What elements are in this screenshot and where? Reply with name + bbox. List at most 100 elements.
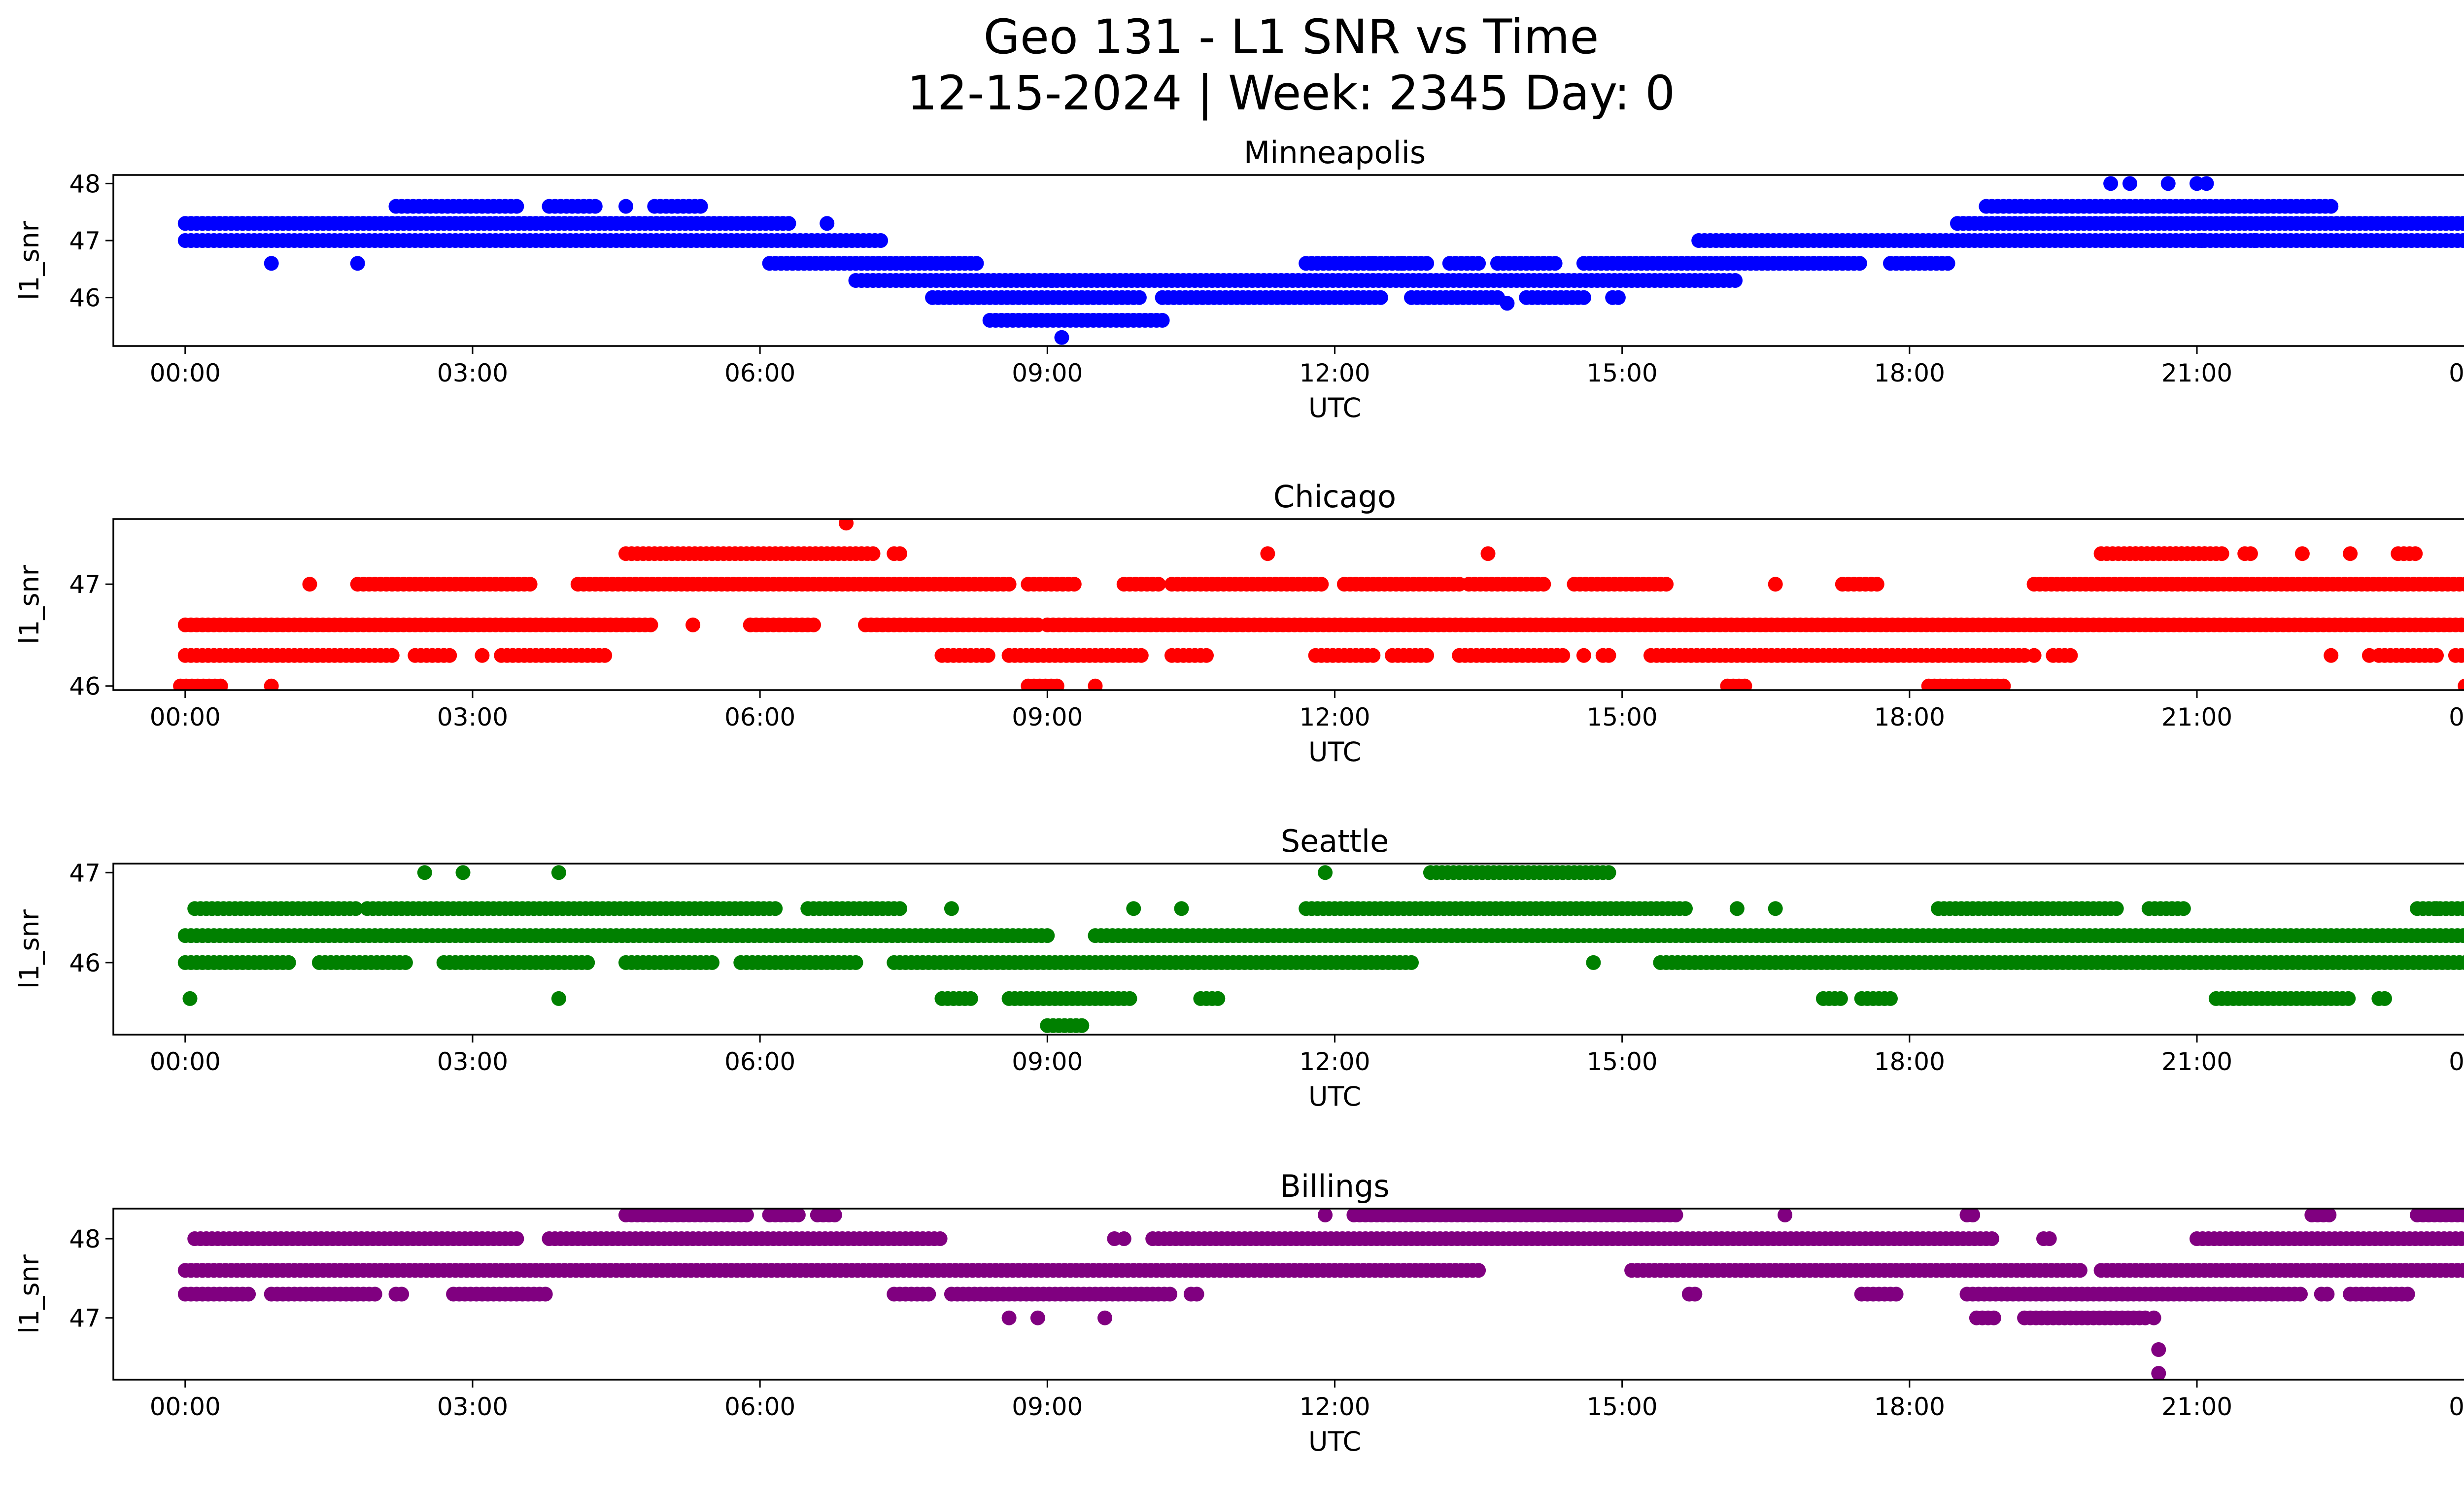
x-tick-label: 18:00 xyxy=(1874,359,1945,387)
data-point xyxy=(264,256,279,271)
x-tick-label: 03:00 xyxy=(437,703,508,731)
x-tick-label: 09:00 xyxy=(1012,1047,1083,1076)
data-point xyxy=(2146,1310,2161,1325)
x-axis-label: UTC xyxy=(1308,736,1361,767)
data-point xyxy=(551,865,566,880)
subplot-title: Chicago xyxy=(1273,479,1396,515)
data-point xyxy=(1107,1231,1122,1246)
subplot-billings: Billings 00:00 03:00 06:00 09:00 12:00 15:00 18… xyxy=(14,1168,2464,1457)
x-tick-label: 15:00 xyxy=(1587,1392,1658,1421)
data-point xyxy=(1314,577,1329,592)
data-point xyxy=(1768,901,1783,916)
data-point xyxy=(1778,1209,1793,1222)
data-point xyxy=(2456,901,2464,916)
x-tick-label: 15:00 xyxy=(1587,703,1658,731)
data-point xyxy=(2429,901,2444,916)
subplot-title: Billings xyxy=(1280,1168,1389,1204)
data-point xyxy=(2190,617,2204,632)
data-point xyxy=(348,901,363,916)
x-axis-label: UTC xyxy=(1308,392,1361,423)
data-point xyxy=(1471,1263,1486,1278)
data-point xyxy=(213,678,228,690)
subplot-title: Minneapolis xyxy=(1244,135,1426,171)
data-point xyxy=(551,991,566,1006)
data-point xyxy=(2460,618,2464,632)
data-point xyxy=(2458,577,2464,592)
data-point xyxy=(2462,218,2464,229)
data-point xyxy=(2458,678,2464,690)
data-point xyxy=(1049,678,1064,690)
data-point xyxy=(1883,991,1898,1006)
data-point xyxy=(1366,648,1381,663)
data-point xyxy=(1199,648,1214,663)
data-point xyxy=(1678,901,1693,916)
data-point xyxy=(1737,678,1752,690)
data-point xyxy=(1404,955,1419,970)
data-point xyxy=(2199,176,2214,191)
data-point xyxy=(693,199,708,214)
data-point xyxy=(2160,176,2176,191)
data-point xyxy=(1151,577,1166,592)
data-point xyxy=(2460,1232,2464,1246)
data-point xyxy=(820,216,835,231)
scatter-points xyxy=(177,176,2464,345)
x-tick-label: 06:00 xyxy=(724,359,795,387)
x-tick-label: 18:00 xyxy=(1874,1392,1945,1421)
data-point xyxy=(781,216,796,231)
data-point xyxy=(2462,930,2464,941)
data-point xyxy=(2151,1366,2166,1380)
data-point xyxy=(302,577,317,592)
data-point xyxy=(618,199,633,214)
y-tick-label: 46 xyxy=(69,672,101,701)
x-tick-label: 21:00 xyxy=(2161,1047,2232,1076)
y-tick-label: 46 xyxy=(69,284,101,313)
data-point xyxy=(2122,176,2137,191)
data-point xyxy=(580,955,595,970)
data-point xyxy=(1576,648,1591,663)
data-point xyxy=(892,546,907,561)
x-tick-label: 21:00 xyxy=(2161,359,2232,387)
data-point xyxy=(1555,648,1571,663)
data-point xyxy=(1318,865,1333,880)
data-point xyxy=(790,1209,806,1222)
x-tick-label: 00:00 xyxy=(150,1047,221,1076)
data-point xyxy=(182,991,198,1006)
x-tick-label: 00:00 xyxy=(150,1392,221,1421)
figure-title-line1: Geo 131 - L1 SNR vs Time xyxy=(984,9,1599,65)
data-point xyxy=(1419,256,1435,271)
data-point xyxy=(1833,991,1848,1006)
data-point xyxy=(1189,1286,1204,1302)
data-point xyxy=(2429,648,2444,663)
data-point xyxy=(394,1286,410,1302)
x-tick-label: 06:00 xyxy=(724,703,795,731)
data-point xyxy=(1054,330,1069,345)
data-point xyxy=(2026,648,2042,663)
data-point xyxy=(2456,233,2464,248)
data-point xyxy=(848,955,863,970)
x-tick-label: 00:00 xyxy=(2449,1047,2464,1076)
data-point xyxy=(2456,1263,2464,1278)
data-point xyxy=(1610,290,1626,305)
x-tick-label: 00:00 xyxy=(150,703,221,731)
data-point xyxy=(1174,901,1189,916)
data-point xyxy=(2462,1265,2464,1276)
data-point xyxy=(865,546,881,561)
data-point xyxy=(806,617,821,632)
data-point xyxy=(827,1209,842,1222)
data-point xyxy=(839,519,854,531)
x-tick-label: 00:00 xyxy=(150,359,221,387)
data-point xyxy=(2458,955,2464,970)
data-point xyxy=(1030,1310,1045,1325)
data-point xyxy=(969,256,984,271)
data-point xyxy=(509,1231,524,1246)
x-tick-label: 06:00 xyxy=(724,1047,795,1076)
data-point xyxy=(522,577,538,592)
data-point xyxy=(1480,546,1496,561)
data-point xyxy=(1601,865,1616,880)
data-point xyxy=(1500,296,1515,311)
data-point xyxy=(2324,199,2339,214)
data-point xyxy=(1373,290,1388,305)
y-tick-label: 47 xyxy=(69,227,101,255)
data-point xyxy=(1852,256,1867,271)
